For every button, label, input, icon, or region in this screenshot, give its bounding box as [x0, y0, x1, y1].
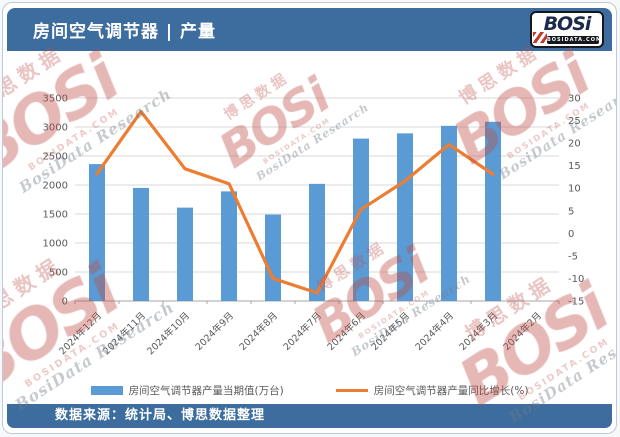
svg-text:-10: -10 — [568, 274, 584, 285]
chart-area: 博思数据 BOSi BOSIDATA.COM BosiData Research… — [3, 41, 616, 427]
header-bar: 房间空气调节器 | 产量 BOSi BOSIDATA.COM — [7, 8, 612, 51]
footer-bar: 数据来源：统计局、博思数据整理 — [7, 404, 612, 428]
svg-text:2024年8月: 2024年8月 — [237, 310, 280, 353]
legend-label: 房间空气调节器产量同比增长(%) — [373, 385, 529, 397]
svg-text:2024年4月: 2024年4月 — [413, 310, 456, 353]
chart-canvas: 0 500 1000 1500 2000 2500 3000 3500 30 25 20 15 10 5 0… — [43, 94, 585, 358]
svg-text:0: 0 — [62, 297, 68, 308]
svg-text:2024年2月: 2024年2月 — [501, 310, 544, 353]
logo-brand-text: BOSi — [543, 13, 592, 35]
svg-text:0: 0 — [568, 229, 574, 240]
svg-text:5: 5 — [568, 206, 574, 217]
line-swatch-icon — [335, 389, 368, 392]
data-source-text: 数据来源：统计局、博思数据整理 — [55, 408, 266, 423]
svg-text:2024年10月: 2024年10月 — [145, 310, 193, 358]
svg-text:10: 10 — [568, 184, 581, 195]
svg-text:-5: -5 — [568, 251, 578, 262]
svg-text:15: 15 — [568, 161, 581, 172]
bar-swatch-icon — [90, 386, 123, 395]
svg-text:2024年5月: 2024年5月 — [369, 310, 412, 353]
legend-item-line-series: 房间空气调节器产量同比增长(%) — [335, 383, 529, 398]
svg-text:2024年11月: 2024年11月 — [101, 310, 149, 358]
svg-text:-15: -15 — [568, 297, 584, 308]
legend-item-bar-series: 房间空气调节器产量当期值(万台) — [90, 383, 284, 398]
svg-text:20: 20 — [568, 139, 581, 150]
logo-stripes-icon — [533, 32, 547, 43]
svg-text:2500: 2500 — [43, 152, 68, 163]
bosi-logo: BOSi BOSIDATA.COM — [530, 11, 604, 48]
svg-text:2024年7月: 2024年7月 — [281, 310, 324, 353]
svg-text:2024年12月: 2024年12月 — [57, 310, 105, 358]
svg-text:2024年6月: 2024年6月 — [325, 310, 368, 353]
chart-legend: 房间空气调节器产量当期值(万台) 房间空气调节器产量同比增长(%) — [3, 383, 616, 398]
svg-text:1000: 1000 — [43, 239, 68, 250]
legend-label: 房间空气调节器产量当期值(万台) — [128, 385, 284, 397]
svg-text:2000: 2000 — [43, 181, 68, 192]
svg-text:25: 25 — [568, 116, 581, 127]
svg-text:30: 30 — [568, 94, 581, 105]
svg-text:3000: 3000 — [43, 123, 68, 134]
svg-text:3500: 3500 — [43, 94, 68, 105]
svg-text:500: 500 — [49, 268, 68, 279]
svg-text:2024年3月: 2024年3月 — [457, 310, 500, 353]
page-title: 房间空气调节器 | 产量 — [33, 22, 217, 42]
logo-domain-text: BOSIDATA.COM — [547, 36, 602, 44]
svg-text:1500: 1500 — [43, 210, 68, 221]
svg-text:2024年9月: 2024年9月 — [193, 310, 236, 353]
